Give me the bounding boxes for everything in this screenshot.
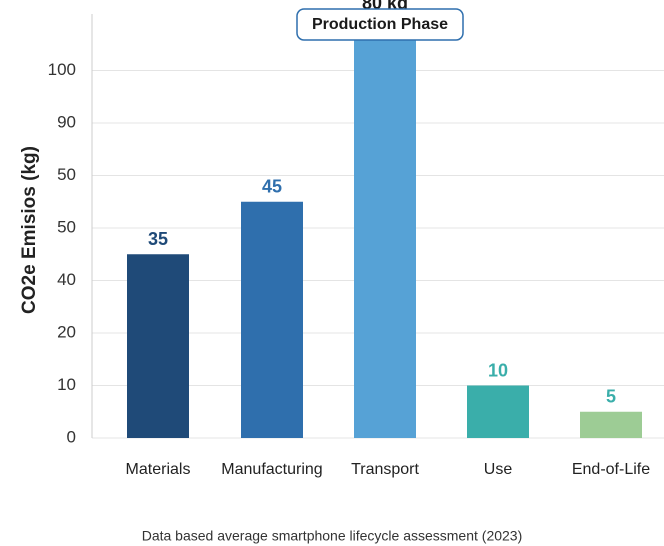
- bar: [467, 385, 529, 438]
- y-tick-label: 50: [57, 165, 76, 184]
- x-tick-label: Use: [484, 461, 513, 478]
- y-tick-label: 40: [57, 270, 76, 289]
- caption: Data based average smartphone lifecycle …: [142, 528, 523, 544]
- bar: [241, 201, 303, 438]
- y-tick-label: 50: [57, 217, 76, 236]
- y-tick-label: 90: [57, 112, 76, 131]
- y-tick-label: 10: [57, 375, 76, 394]
- y-tick-label: 0: [67, 427, 76, 446]
- y-tick-label: 20: [57, 322, 76, 341]
- y-tick-label: 100: [48, 60, 76, 79]
- data-label: 35: [148, 229, 168, 249]
- annotation-box: [296, 8, 464, 41]
- x-tick-label: Transport: [351, 461, 419, 478]
- bar: [580, 411, 642, 438]
- data-label: 5: [606, 387, 616, 407]
- data-label: 45: [262, 177, 282, 197]
- data-label: 10: [488, 360, 508, 380]
- bar: [127, 254, 189, 438]
- x-tick-label: Manufacturing: [221, 461, 322, 478]
- x-tick-label: Materials: [126, 461, 191, 478]
- y-axis-label: CO2e Emisios (kg): [19, 146, 40, 314]
- bar: [354, 18, 416, 438]
- x-tick-label: End-of-Life: [572, 461, 650, 478]
- annotation: Production Phase: [312, 16, 448, 33]
